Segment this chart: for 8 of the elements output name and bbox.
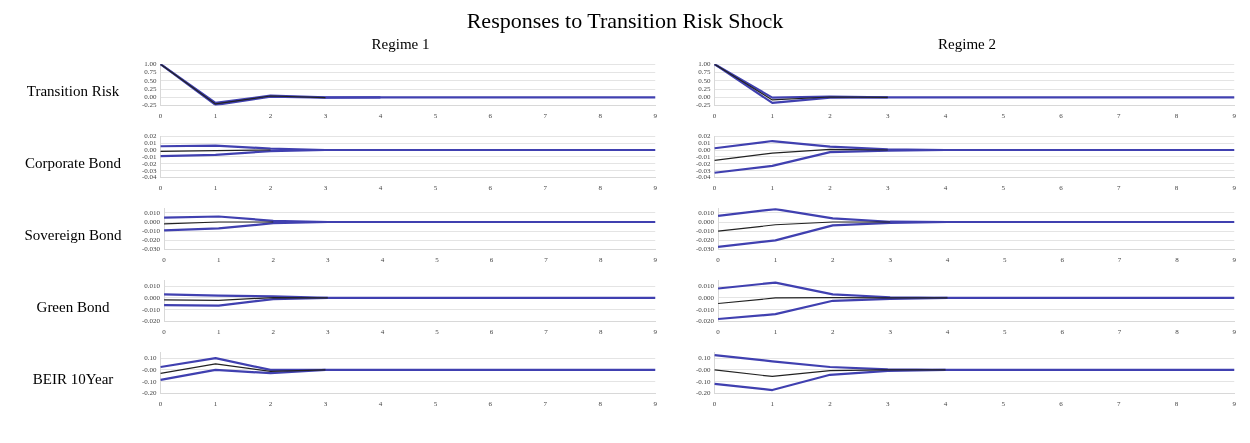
y-axis-title: Sovereign Bond <box>23 225 123 245</box>
y-axis-title: Transition Risk <box>25 81 121 101</box>
y-axis-title: Green Bond <box>35 297 111 317</box>
y-axis-title: Corporate Bond <box>23 153 123 173</box>
chart-subtitle: Regime 2 <box>937 36 997 54</box>
chart-title: Responses to Transition Risk Shock <box>465 8 785 35</box>
y-axis-title: BEIR 10Year <box>31 369 115 389</box>
chart-subtitle: Regime 1 <box>370 36 431 54</box>
